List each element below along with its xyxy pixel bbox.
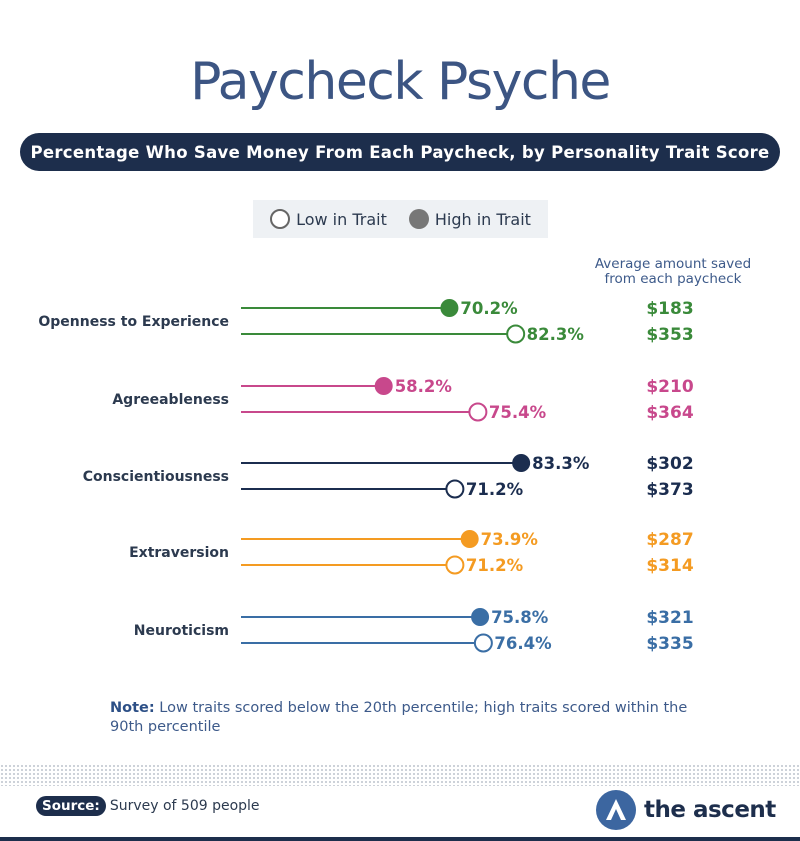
amount-low-extraversion: $314 [646,556,693,576]
legend-label-low: Low in Trait [296,209,387,229]
dot-low-openness-to-experience [506,324,526,344]
chart-legend: Low in Trait High in Trait [253,200,548,238]
source-label: Source: [36,796,106,816]
dot-high-openness-to-experience [440,299,459,317]
dot-low-neuroticism [473,633,493,653]
dot-low-extraversion [445,555,465,575]
legend-label-high: High in Trait [434,209,531,229]
legend-item-high: High in Trait [408,209,531,229]
amount-high-extraversion: $287 [646,530,693,550]
logo-text: the ascent [644,797,776,823]
value-label-high-conscientiousness: 83.3% [532,454,590,473]
dot-high-agreeableness [374,377,393,395]
note-text: Low traits scored below the 20th percent… [110,700,688,735]
chart-subtitle-banner: Percentage Who Save Money From Each Payc… [20,133,780,171]
category-label-agreeableness: Agreeableness [112,392,229,408]
amount-high-openness-to-experience: $183 [646,299,693,319]
amount-low-openness-to-experience: $353 [646,325,693,345]
value-label-low-agreeableness: 75.4% [489,403,547,422]
value-label-high-neuroticism: 75.8% [491,608,549,627]
amount-header-line2: from each paycheck [604,271,742,287]
value-label-low-neuroticism: 76.4% [494,634,552,653]
source-line: Source: Survey of 509 people [36,796,260,816]
brand-logo: the ascent [596,790,776,830]
hollow-circle-icon [270,209,291,229]
source-text: Survey of 509 people [109,798,260,814]
note-label: Note: [110,700,155,716]
amount-column-header: Average amount saved from each paycheck [583,257,763,287]
dot-high-extraversion [460,530,479,548]
dot-low-conscientiousness [445,479,465,499]
category-label-conscientiousness: Conscientiousness [83,469,229,485]
amount-high-conscientiousness: $302 [646,454,693,474]
bottom-rule [0,837,800,841]
value-label-high-agreeableness: 58.2% [395,377,453,396]
dot-low-agreeableness [468,402,488,422]
category-label-extraversion: Extraversion [129,545,229,561]
value-label-low-openness-to-experience: 82.3% [527,325,585,344]
dot-high-conscientiousness [512,454,531,472]
value-label-low-extraversion: 71.2% [466,556,524,575]
amount-low-conscientiousness: $373 [646,480,693,500]
value-label-low-conscientiousness: 71.2% [466,480,524,499]
amount-high-agreeableness: $210 [646,377,693,397]
value-label-high-openness-to-experience: 70.2% [460,299,518,318]
chart-subtitle: Percentage Who Save Money From Each Payc… [30,142,770,162]
amount-high-neuroticism: $321 [646,608,693,628]
value-label-high-extraversion: 73.9% [481,530,539,549]
dotted-divider [0,764,800,786]
category-label-neuroticism: Neuroticism [134,623,229,639]
legend-item-low: Low in Trait [270,209,387,229]
category-label-openness-to-experience: Openness to Experience [38,314,229,330]
chart-note: Note: Low traits scored below the 20th p… [110,699,700,737]
filled-circle-icon [408,209,429,229]
amount-low-neuroticism: $335 [646,634,693,654]
amount-header-line1: Average amount saved [594,256,752,272]
ascent-logo-icon [596,790,636,830]
amount-low-agreeableness: $364 [646,403,693,423]
page-title: Paycheck Psyche [190,52,611,112]
dot-high-neuroticism [471,608,490,626]
